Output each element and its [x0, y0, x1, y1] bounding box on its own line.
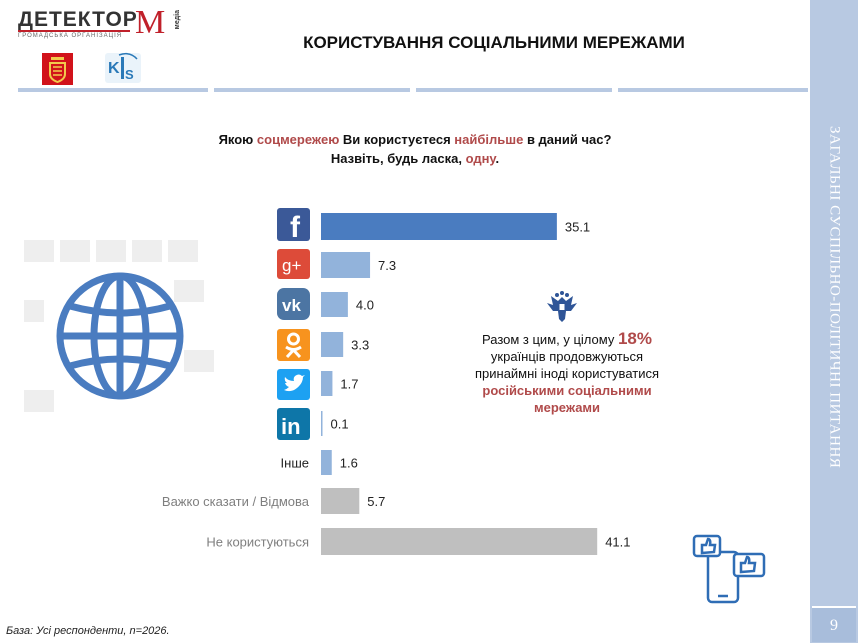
social-media-bar-chart: f g+ vk in 35.1 7.3 4.0 3.3 1.7 0.1 1.6 5.7 41.1…: [162, 208, 631, 555]
russian-eagle-icon: [547, 291, 577, 322]
question-part: Назвіть, будь ласка,: [330, 151, 466, 166]
value-label-0: 35.1: [565, 220, 590, 235]
svg-text:K: K: [108, 60, 120, 77]
note-percentage: 18%: [617, 329, 652, 348]
note-line-3: принаймні іноді користуватися: [474, 366, 660, 381]
chart-value-labels: 35.1 7.3 4.0 3.3 1.7 0.1 1.6 5.7 41.1: [331, 220, 631, 550]
note-line-1: Разом з цим, у цілому 18%: [440, 330, 694, 348]
survey-question: Якою соцмережею Ви користуєтеся найбільш…: [160, 130, 670, 168]
logo-subtitle: ГРОМАДСЬКА ОРГАНІЗАЦІЯ: [18, 33, 123, 39]
question-line-1: Якою соцмережею Ви користуєтеся найбільш…: [160, 130, 670, 149]
value-label-1: 7.3: [378, 258, 396, 273]
question-part: Ви користуєтеся: [339, 132, 455, 147]
google-plus-icon: g+: [277, 249, 310, 279]
logo-underline: [18, 30, 130, 32]
phone-likes-icon: [692, 534, 766, 604]
question-highlight: соцмережею: [256, 132, 340, 147]
question-part: .: [495, 151, 500, 166]
bar-1: [321, 252, 371, 278]
value-label-4: 1.7: [340, 377, 358, 392]
svg-text:S: S: [125, 67, 134, 82]
detektor-media-logo: ДЕТЕКТОР М медіа ГРОМАДСЬКА ОРГАНІЗАЦІЯ: [18, 6, 183, 48]
kiis-logo-icon: K S: [105, 52, 141, 83]
twitter-icon: [277, 369, 310, 400]
category-label-6: Інше: [281, 456, 309, 471]
bar-6: [321, 450, 332, 475]
bar-3: [321, 332, 344, 357]
page-title: КОРИСТУВАННЯ СОЦІАЛЬНИМИ МЕРЕЖАМИ: [303, 33, 685, 52]
bar-4: [321, 371, 333, 396]
question-highlight: одну: [465, 151, 496, 166]
bar-0: [321, 213, 557, 240]
category-label-7: Важко сказати / Відмова: [162, 494, 310, 509]
value-label-6: 1.6: [340, 456, 358, 471]
svg-text:g+: g+: [282, 256, 301, 275]
bar-5: [321, 411, 323, 436]
question-highlight: найбільше: [454, 132, 524, 147]
facebook-icon: f: [277, 208, 310, 244]
bar-8: [321, 528, 598, 555]
svg-text:f: f: [290, 211, 301, 244]
value-label-7: 5.7: [367, 494, 385, 509]
linkedin-icon: in: [277, 408, 310, 440]
chart-bars: [321, 213, 598, 555]
logo-letter: М: [135, 4, 166, 41]
question-line-2: Назвіть, будь ласка, одну.: [160, 149, 670, 168]
odnoklassniki-icon: [277, 329, 310, 361]
side-band: [810, 0, 858, 643]
bar-2: [321, 292, 348, 317]
globe-icon: [24, 240, 214, 412]
note-line-2: українців продовжуються: [490, 349, 644, 364]
category-label-8: Не користуються: [206, 535, 309, 550]
chart-category-labels: Інше Важко сказати / Відмова Не користують…: [162, 456, 310, 550]
logo-media: медіа: [174, 10, 181, 30]
question-part: Якою: [218, 132, 257, 147]
note-text: Разом з цим, у цілому: [482, 332, 618, 347]
value-label-3: 3.3: [351, 338, 369, 353]
svg-text:in: in: [281, 414, 301, 439]
side-band-title: ЗАГАЛЬНІ СУСПІЛЬНО-ПОЛІТИЧНІ ПИТАННЯ: [812, 100, 856, 495]
value-label-5: 0.1: [331, 417, 349, 432]
header-divider: [18, 88, 808, 92]
page-number: 9: [812, 606, 856, 642]
note-line-4: російськими соціальними: [482, 383, 652, 398]
russian-networks-note: Разом з цим, у цілому 18% українців прод…: [440, 330, 694, 416]
svg-text:vk: vk: [282, 296, 301, 315]
side-band-text: ЗАГАЛЬНІ СУСПІЛЬНО-ПОЛІТИЧНІ ПИТАННЯ: [826, 126, 843, 469]
denmark-crest-icon: [42, 53, 73, 85]
vk-icon: vk: [277, 288, 310, 320]
base-note: База: Усі респонденти, n=2026.: [6, 625, 170, 637]
platform-icons: f g+ vk in: [277, 208, 310, 440]
question-part: в даний час?: [523, 132, 612, 147]
value-label-8: 41.1: [605, 535, 630, 550]
value-label-2: 4.0: [356, 298, 374, 313]
logo-word: ДЕТЕКТОР: [18, 8, 138, 31]
note-line-5: мережами: [533, 400, 601, 415]
bar-7: [321, 488, 360, 514]
